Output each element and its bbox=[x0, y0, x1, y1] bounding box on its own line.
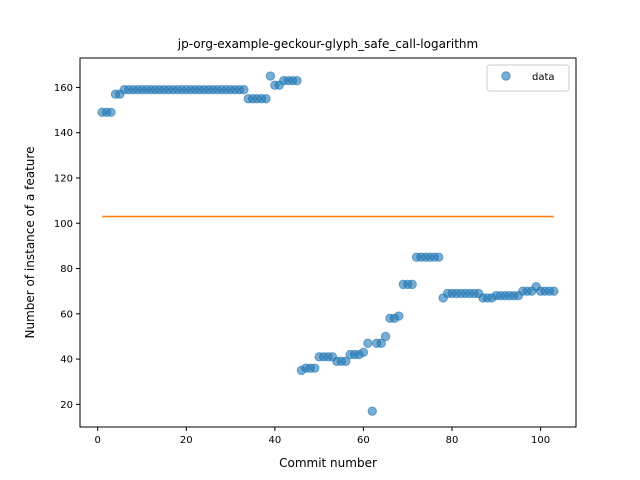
y-tick-label: 20 bbox=[60, 400, 73, 411]
data-point bbox=[341, 356, 351, 367]
x-axis: 0 20 40 60 80 100 bbox=[95, 427, 550, 446]
data-point bbox=[265, 71, 276, 81]
y-tick-label: 160 bbox=[54, 83, 73, 94]
data-point bbox=[376, 338, 386, 348]
legend-label: data bbox=[532, 72, 555, 83]
y-tick-label: 140 bbox=[54, 128, 73, 139]
plot-frame bbox=[79, 57, 577, 428]
data-point bbox=[394, 311, 404, 321]
y-tick-label: 120 bbox=[54, 173, 73, 184]
x-tick-label: 100 bbox=[531, 435, 550, 446]
x-tick-label: 0 bbox=[95, 435, 101, 446]
data-point bbox=[292, 75, 302, 86]
data-point bbox=[261, 94, 271, 104]
x-tick-label: 40 bbox=[268, 435, 281, 446]
data-point bbox=[549, 286, 559, 296]
data-point bbox=[380, 331, 391, 342]
data-point bbox=[407, 279, 417, 290]
chart-title: jp-org-example-geckour-glyph_safe_call-l… bbox=[177, 37, 478, 51]
legend-box bbox=[486, 64, 570, 92]
y-axis-title: Number of instance of a feature bbox=[23, 147, 37, 339]
x-tick-label: 80 bbox=[446, 435, 459, 446]
y-tick-label: 60 bbox=[60, 309, 73, 320]
y-tick-label: 80 bbox=[60, 264, 73, 275]
y-tick-label: 100 bbox=[54, 219, 73, 230]
x-axis-title: Commit number bbox=[279, 456, 377, 470]
data-point bbox=[434, 252, 444, 262]
data-point bbox=[363, 338, 373, 348]
data-point bbox=[106, 107, 116, 118]
data-point bbox=[358, 347, 369, 357]
x-tick-label: 60 bbox=[357, 435, 370, 446]
data-point bbox=[310, 363, 320, 373]
legend: data bbox=[486, 64, 570, 92]
data-point bbox=[367, 406, 377, 416]
legend-marker bbox=[501, 71, 511, 81]
plot-area bbox=[97, 71, 559, 416]
y-tick-label: 40 bbox=[60, 355, 73, 366]
y-axis: 20 40 60 80 100 120 140 160 bbox=[54, 83, 80, 411]
data-point bbox=[239, 84, 249, 95]
x-tick-label: 20 bbox=[180, 435, 193, 446]
